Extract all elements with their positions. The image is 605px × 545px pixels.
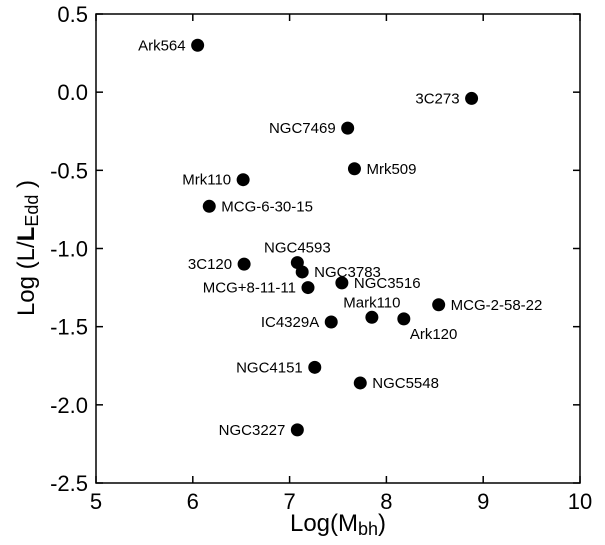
data-point [365, 310, 379, 324]
data-point [324, 315, 338, 329]
y-tick-label: -1.5 [50, 315, 88, 340]
data-point [301, 281, 315, 295]
point-label: MCG-2-58-22 [451, 297, 543, 314]
data-point [295, 265, 309, 279]
point-label: Ark120 [410, 326, 458, 343]
data-point [397, 312, 411, 326]
point-label: MCG-6-30-15 [221, 198, 313, 215]
y-tick-label: -0.5 [50, 158, 88, 183]
point-label: NGC3227 [219, 422, 286, 439]
data-point [290, 423, 304, 437]
point-label: NGC7469 [269, 120, 336, 137]
data-point [347, 162, 361, 176]
y-axis-label: Log (L/LEdd ) [13, 180, 42, 316]
data-point [308, 360, 322, 374]
x-tick-label: 8 [380, 489, 392, 514]
point-label: Mark110 [343, 294, 400, 311]
data-point [191, 38, 205, 52]
data-point [353, 376, 367, 390]
y-tick-label: 0.0 [57, 80, 88, 105]
point-label: Ark564 [138, 37, 186, 54]
point-label: IC4329A [261, 314, 319, 331]
point-label: 3C120 [188, 256, 232, 273]
ticks-layer: 5 6 7 8 9 10 0.5 0.0 -0.5 -1.0 -1.5 -2.0 -2.5 [50, 2, 592, 514]
x-tick-label: 9 [477, 489, 489, 514]
point-label: NGC4151 [236, 359, 303, 376]
data-point [237, 257, 251, 271]
x-tick-label: 7 [283, 489, 295, 514]
point-label: Mrk509 [366, 161, 416, 178]
y-tick-label: -2.5 [50, 471, 88, 496]
plot-frame [95, 13, 581, 484]
point-label: NGC3783 [314, 264, 381, 281]
data-point [236, 173, 250, 187]
data-point [432, 298, 446, 312]
points-layer: Ark564 3C273 NGC7469 Mrk509 Mrk110 MCG-6-30-1… [138, 37, 542, 439]
x-tick-label: 10 [568, 489, 592, 514]
data-point [465, 91, 479, 105]
x-axis-label: Log(Mbh) [290, 510, 386, 539]
point-label: MCG+8-11-11 [203, 280, 296, 297]
y-tick-label: 0.5 [57, 2, 88, 27]
x-tick-label: 5 [90, 489, 102, 514]
y-tick-label: -1.0 [50, 237, 88, 262]
point-label: 3C273 [415, 90, 459, 107]
data-point [335, 276, 349, 290]
data-point [341, 121, 355, 135]
point-label: NGC4593 [264, 240, 331, 257]
point-label: NGC3516 [354, 275, 421, 292]
x-tick-label: 6 [187, 489, 199, 514]
point-label: NGC5548 [372, 375, 439, 392]
y-tick-label: -2.0 [50, 393, 88, 418]
point-label: Mrk110 [182, 172, 231, 189]
data-point [202, 199, 216, 213]
